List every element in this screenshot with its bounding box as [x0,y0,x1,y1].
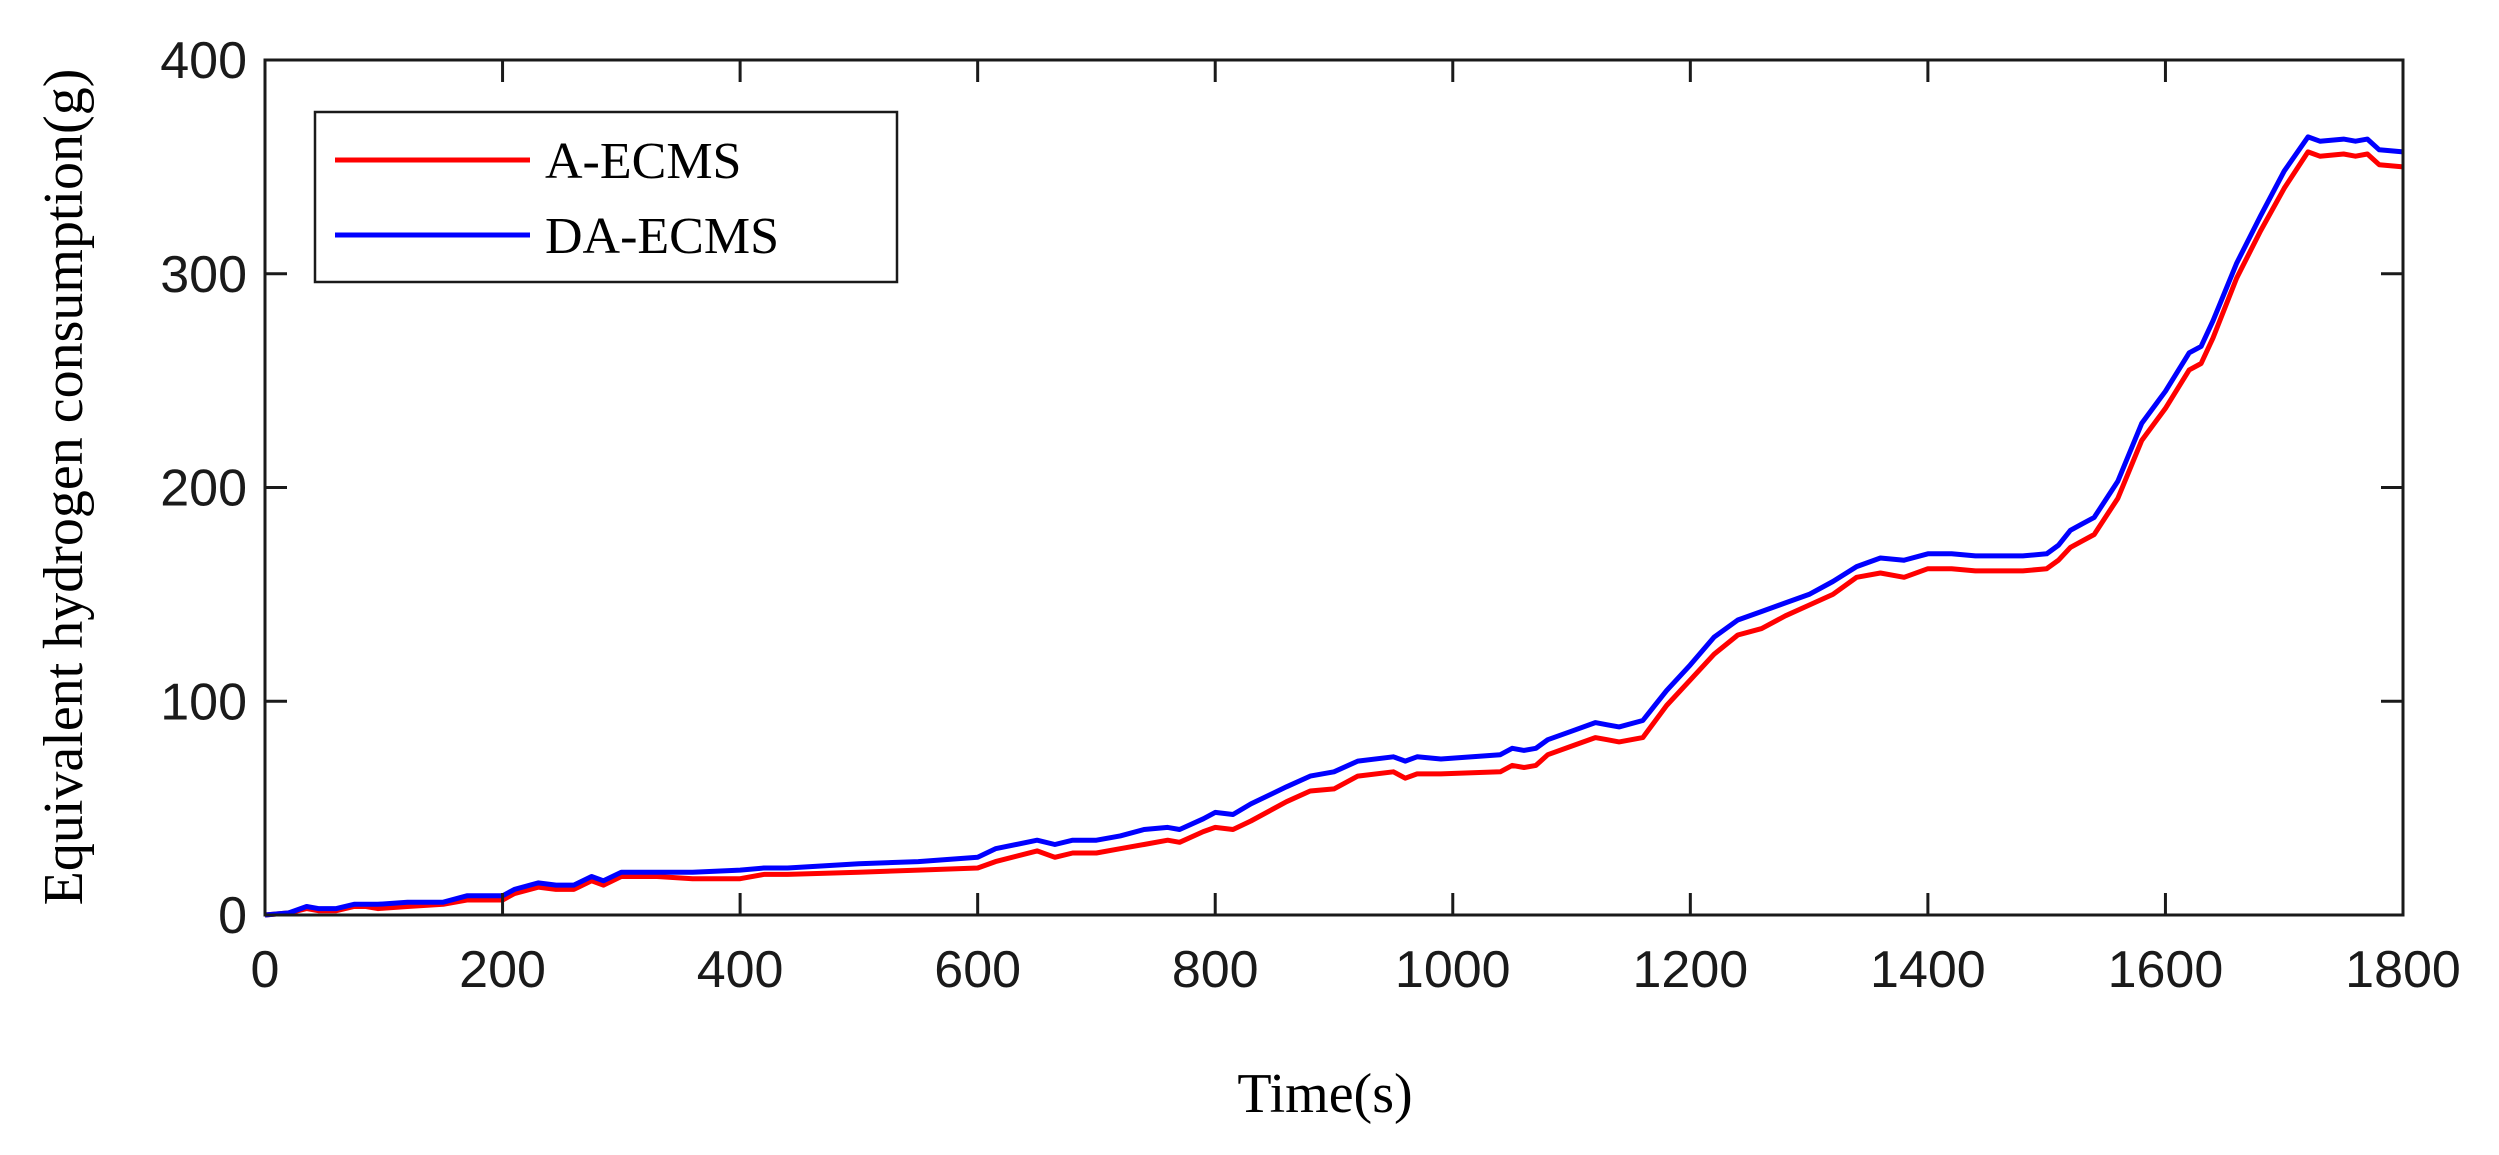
x-tick-label: 1000 [1395,941,1511,999]
x-tick-label: 1600 [2108,941,2224,999]
x-tick-label: 1800 [2345,941,2461,999]
y-axis-label: Equivalent hydrogen consumption(g) [33,69,95,906]
plot-lines [264,134,2404,918]
series-line-a-ecms [264,149,2404,918]
tick-labels: 0 200 400 600 800 1000 1200 1400 1600 1800 0 100 200… [160,32,2461,999]
x-tick-label: 200 [459,941,546,999]
legend-box [313,110,899,284]
legend-label-da-ecms: DA-ECMS [545,208,779,265]
x-tick-label: 800 [1172,941,1259,999]
plot-area-frame [263,58,2405,917]
legend: A-ECMS DA-ECMS [313,110,899,284]
x-tick-label: 1200 [1632,941,1748,999]
x-tick-label: 1400 [1870,941,1986,999]
x-tick-label: 400 [697,941,784,999]
y-tick-label: 100 [160,673,247,731]
series-line-da-ecms [264,134,2404,918]
y-tick-label: 200 [160,460,247,518]
x-axis-label: Time(s) [1237,1063,1412,1125]
x-tick-label: 0 [251,941,280,999]
y-tick-label: 300 [160,246,247,304]
legend-label-a-ecms: A-ECMS [545,133,741,190]
x-tick-label: 600 [934,941,1021,999]
y-tick-label: 0 [218,887,247,945]
y-tick-label: 400 [160,32,247,90]
